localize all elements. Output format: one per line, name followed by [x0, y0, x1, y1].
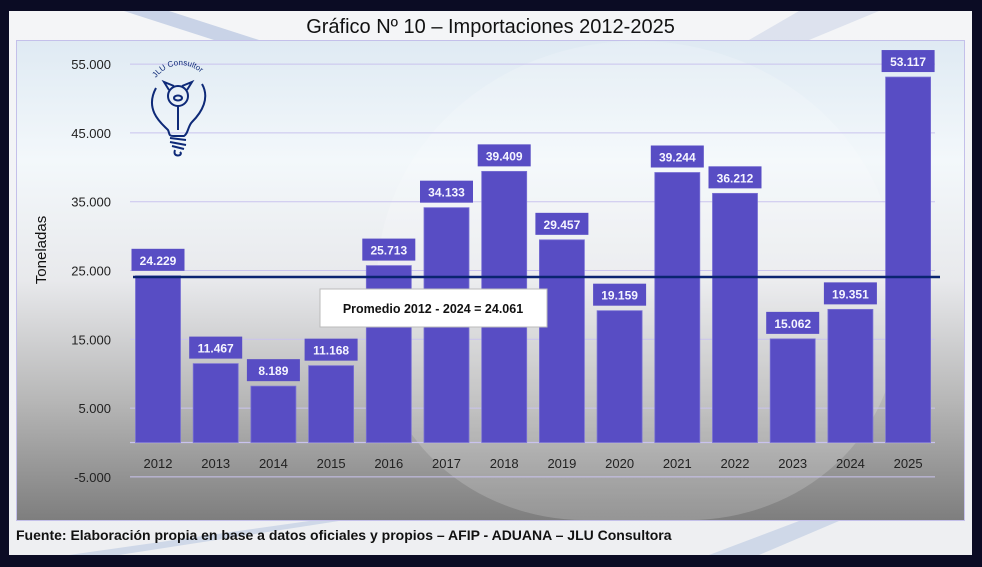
data-label: 8.189 [258, 364, 288, 378]
x-axis-ticks: 2012 2013 2014 2015 2016 2017 2018 2019 2020 2021… [144, 456, 923, 471]
data-label-box [881, 50, 935, 73]
x-tick-label: 2016 [374, 456, 403, 471]
bar-2020 [596, 310, 643, 443]
data-label: 39.244 [659, 151, 696, 165]
bar-2019 [539, 239, 585, 443]
data-label-box [131, 248, 185, 271]
data-label-box [823, 282, 877, 305]
bar-2023 [769, 338, 816, 443]
y-tick-label: -5.000 [74, 470, 111, 485]
data-label-box [650, 145, 704, 168]
bar-2022 [712, 192, 758, 443]
data-label: 24.229 [140, 254, 177, 268]
x-tick-label: 2019 [547, 456, 576, 471]
background-swoosh [749, 11, 879, 40]
data-label: 34.133 [428, 186, 465, 200]
data-label: 53.117 [890, 55, 926, 69]
x-tick-label: 2022 [721, 456, 750, 471]
x-tick-label: 2023 [778, 456, 807, 471]
data-label-box [246, 359, 300, 382]
bar-2015 [308, 365, 355, 443]
jlu-logo: JLU Consultora© [150, 58, 207, 157]
bar-2012 [135, 275, 181, 443]
lightbulb-pig-icon [150, 79, 207, 157]
average-label: Promedio 2012 - 2024 = 24.061 [343, 302, 523, 316]
data-label: 29.457 [544, 218, 581, 232]
data-label: 39.409 [486, 149, 523, 163]
bar-2021 [654, 172, 701, 443]
data-label-box [362, 238, 416, 261]
bar-2024 [827, 308, 874, 443]
data-label: 11.467 [198, 342, 234, 356]
y-tick-label: 35.000 [71, 195, 111, 210]
bar-2025 [885, 76, 931, 443]
data-labels: 24.229 11.467 8.189 11.168 25.713 34.133 39.40… [131, 50, 935, 382]
x-tick-label: 2021 [663, 456, 692, 471]
x-tick-label: 2025 [894, 456, 923, 471]
data-label: 19.351 [832, 287, 869, 301]
y-tick-label: 25.000 [71, 264, 111, 279]
x-tick-label: 2013 [201, 456, 230, 471]
data-label: 19.159 [601, 289, 638, 303]
data-label: 15.062 [774, 317, 811, 331]
data-label-box [766, 311, 820, 334]
x-tick-label: 2020 [605, 456, 634, 471]
data-label-box [189, 336, 243, 359]
x-tick-label: 2024 [836, 456, 865, 471]
x-tick-label: 2012 [144, 456, 173, 471]
y-tick-label: 5.000 [78, 401, 111, 416]
x-tick-label: 2017 [432, 456, 461, 471]
background-swoosh [69, 521, 339, 555]
data-label-box [477, 144, 531, 167]
y-tick-label: 45.000 [71, 126, 111, 141]
chart-title: Gráfico Nº 10 – Importaciones 2012-2025 [306, 16, 675, 38]
average-annotation: Promedio 2012 - 2024 = 24.061 [319, 288, 548, 328]
average-label-box [319, 288, 548, 328]
data-label-box [708, 166, 762, 189]
y-axis-ticks: -5.000 5.000 15.000 25.000 35.000 45.000 55.00… [71, 57, 111, 485]
background-swoosh [709, 521, 839, 555]
y-tick-label: 55.000 [71, 57, 111, 72]
data-label-box [420, 180, 473, 203]
background-decoration [69, 11, 879, 555]
y-tick-label: 15.000 [71, 332, 111, 347]
source-note: Fuente: Elaboración propia en base a dat… [16, 527, 672, 543]
x-tick-label: 2015 [317, 456, 346, 471]
data-label-box [593, 283, 647, 306]
data-label-box [535, 212, 589, 235]
x-tick-label: 2014 [259, 456, 288, 471]
bar-2014 [250, 385, 297, 443]
bar-2013 [192, 363, 239, 443]
data-label: 36.212 [717, 171, 754, 185]
data-label-box [304, 338, 358, 361]
data-label: 25.713 [370, 244, 407, 258]
bars [135, 76, 931, 443]
x-tick-label: 2018 [490, 456, 519, 471]
y-axis-label: Toneladas [33, 216, 50, 284]
background-swoosh [124, 11, 259, 40]
data-label: 11.168 [313, 344, 349, 358]
